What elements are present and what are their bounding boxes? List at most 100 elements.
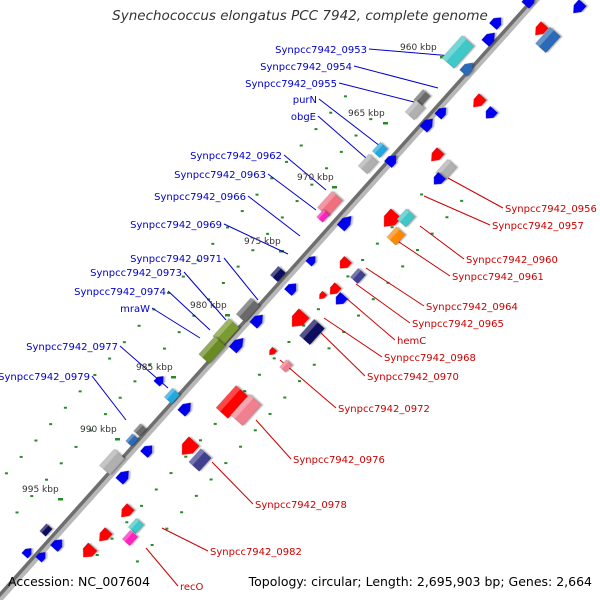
forward-gene-glyph-highlight xyxy=(125,433,135,443)
track-dash xyxy=(103,413,107,416)
forward-gene-glyph xyxy=(336,215,352,232)
map-title: Synechococcus elongatus PCC 7942, comple… xyxy=(112,8,488,24)
track-dash xyxy=(371,298,375,301)
reverse-gene-label: Synpcc7942_0956 xyxy=(505,204,597,215)
track-dash xyxy=(194,494,198,497)
reverse-gene-glyph-body xyxy=(535,21,549,36)
track-dash xyxy=(108,357,112,360)
forward-gene-glyph-body xyxy=(115,470,129,485)
forward-gene-glyph-highlight xyxy=(317,191,336,211)
reverse-gene-glyph-highlight xyxy=(188,448,205,466)
reverse-gene-glyph-body xyxy=(269,346,278,356)
kbp-tick-mark xyxy=(115,438,120,441)
reverse-gene-glyph xyxy=(82,542,98,558)
reverse-leader-line xyxy=(145,547,179,587)
track-dash xyxy=(430,232,434,235)
track-dash xyxy=(327,347,331,350)
forward-gene-label: Synpcc7942_0954 xyxy=(260,62,352,73)
forward-gene-glyph xyxy=(316,209,330,223)
reverse-gene-label: Synpcc7942_0970 xyxy=(367,372,459,383)
forward-gene-glyph-body xyxy=(249,314,263,329)
forward-gene-glyph xyxy=(441,35,475,69)
forward-gene-glyph-body xyxy=(459,62,473,77)
forward-gene-glyph-body xyxy=(441,35,475,69)
forward-gene-glyph-highlight xyxy=(164,388,175,400)
reverse-leader-line xyxy=(419,225,465,260)
forward-gene-glyph-highlight xyxy=(212,318,233,340)
reverse-leader-line xyxy=(255,419,292,460)
genome-axis-shadow xyxy=(0,0,541,604)
forward-gene-glyph xyxy=(404,99,426,121)
genome-summary-label: Topology: circular; Length: 2,695,903 bp… xyxy=(248,574,592,589)
forward-gene-glyph-highlight xyxy=(413,89,426,103)
forward-leader-line xyxy=(283,154,327,191)
forward-leader-line xyxy=(223,223,289,255)
forward-gene-glyph-highlight xyxy=(133,423,143,433)
forward-gene-glyph-body xyxy=(21,548,32,559)
forward-gene-glyph-body xyxy=(336,215,352,232)
reverse-gene-glyph-highlight xyxy=(216,385,241,412)
reverse-gene-label: Synpcc7942_0976 xyxy=(293,455,385,466)
forward-leader-line xyxy=(353,65,439,89)
forward-gene-label: Synpcc7942_0962 xyxy=(190,151,282,162)
reverse-gene-glyph-highlight xyxy=(122,530,133,542)
track-dash xyxy=(133,380,137,383)
reverse-gene-glyph xyxy=(431,147,445,162)
reverse-gene-glyph-highlight xyxy=(535,27,554,47)
kbp-tick-mark xyxy=(383,122,388,125)
track-dash xyxy=(329,111,333,114)
forward-gene-label: Synpcc7942_0971 xyxy=(130,254,222,265)
forward-gene-glyph xyxy=(198,336,226,364)
track-dash xyxy=(30,495,34,498)
kbp-tick-label: 990 kbp xyxy=(80,425,117,435)
track-dash xyxy=(49,423,53,426)
reverse-leader-line xyxy=(323,317,383,358)
reverse-gene-label: hemC xyxy=(397,336,426,347)
reverse-gene-glyph xyxy=(181,436,200,455)
reverse-gene-glyph-highlight xyxy=(230,394,254,419)
track-dash xyxy=(272,357,276,360)
track-dash xyxy=(257,373,261,376)
track-dash xyxy=(154,488,158,491)
track-dash xyxy=(150,544,154,547)
forward-gene-glyph xyxy=(283,283,297,297)
track-dash xyxy=(375,242,379,245)
reverse-gene-label: Synpcc7942_0968 xyxy=(384,353,476,364)
track-dash xyxy=(415,249,419,252)
track-dash xyxy=(343,95,347,98)
track-dash xyxy=(420,193,424,196)
reverse-gene-glyph xyxy=(473,93,487,108)
track-dash xyxy=(280,216,284,219)
reverse-gene-glyph-body xyxy=(181,436,200,455)
reverse-gene-glyph xyxy=(535,26,561,54)
reverse-leader-line xyxy=(161,527,209,552)
forward-gene-glyph xyxy=(235,297,261,323)
forward-gene-glyph xyxy=(49,539,63,553)
forward-gene-glyph-body xyxy=(305,256,316,267)
forward-gene-label: Synpcc7942_0955 xyxy=(245,79,337,90)
kbp-tick-label: 975 kbp xyxy=(244,237,281,247)
reverse-gene-glyph-body xyxy=(573,0,587,14)
forward-gene-glyph-body xyxy=(521,0,535,9)
forward-gene-glyph xyxy=(459,62,473,77)
track-dash xyxy=(226,226,230,229)
reverse-leader-line xyxy=(447,177,504,209)
track-dash xyxy=(192,314,196,317)
reverse-gene-glyph-body xyxy=(431,147,445,162)
track-dash xyxy=(45,478,48,481)
forward-gene-glyph xyxy=(371,141,389,159)
kbp-tick-label: 995 kbp xyxy=(22,485,59,495)
forward-gene-glyph-body xyxy=(283,283,297,297)
forward-gene-glyph-body xyxy=(49,539,63,553)
forward-leader-line xyxy=(151,307,201,339)
kbp-tick-label: 970 kbp xyxy=(297,173,334,183)
forward-gene-glyph xyxy=(133,423,147,437)
track-dash xyxy=(339,150,343,153)
reverse-gene-glyph-highlight xyxy=(386,226,400,240)
forward-gene-glyph xyxy=(125,433,139,447)
reverse-gene-glyph xyxy=(188,448,212,472)
reverse-gene-label: Synpcc7942_0982 xyxy=(210,547,302,558)
forward-leader-line xyxy=(91,375,127,421)
